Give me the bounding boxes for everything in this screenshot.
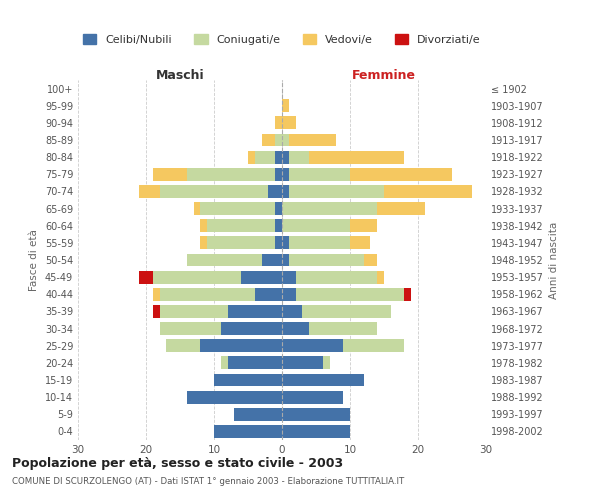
Bar <box>153 270 241 283</box>
Text: COMUNE DI SCURZOLENGO (AT) - Dati ISTAT 1° gennaio 2003 - Elaborazione TUTTITALI: COMUNE DI SCURZOLENGO (AT) - Dati ISTAT … <box>12 478 404 486</box>
Bar <box>275 220 282 232</box>
Bar <box>160 322 221 335</box>
Bar <box>221 356 227 370</box>
Bar <box>350 236 370 250</box>
Bar <box>187 168 275 180</box>
Bar <box>187 390 282 404</box>
Bar <box>207 236 275 250</box>
Bar <box>282 270 296 283</box>
Y-axis label: Fasce di età: Fasce di età <box>29 229 39 291</box>
Text: Popolazione per età, sesso e stato civile - 2003: Popolazione per età, sesso e stato civil… <box>12 458 343 470</box>
Bar <box>296 288 404 300</box>
Bar <box>227 305 282 318</box>
Bar <box>289 254 364 266</box>
Text: Maschi: Maschi <box>155 68 205 82</box>
Bar <box>275 116 282 130</box>
Bar <box>153 288 160 300</box>
Bar <box>275 236 282 250</box>
Bar <box>289 150 309 164</box>
Bar <box>323 356 329 370</box>
Bar <box>377 270 384 283</box>
Bar <box>289 185 384 198</box>
Bar <box>282 150 289 164</box>
Text: Femmine: Femmine <box>352 68 416 82</box>
Bar <box>160 288 255 300</box>
Bar <box>302 305 391 318</box>
Bar <box>187 254 262 266</box>
Bar <box>248 150 255 164</box>
Bar <box>350 220 377 232</box>
Bar <box>343 340 404 352</box>
Bar <box>221 322 282 335</box>
Bar <box>309 150 404 164</box>
Bar <box>139 185 160 198</box>
Bar <box>200 202 275 215</box>
Bar <box>384 185 472 198</box>
Bar <box>200 340 282 352</box>
Bar <box>364 254 377 266</box>
Bar <box>282 220 350 232</box>
Bar <box>166 340 200 352</box>
Bar <box>282 202 377 215</box>
Bar <box>275 150 282 164</box>
Bar <box>227 356 282 370</box>
Bar <box>214 425 282 438</box>
Bar <box>282 100 289 112</box>
Bar <box>275 134 282 146</box>
Bar <box>289 134 337 146</box>
Bar <box>153 305 160 318</box>
Bar <box>282 425 350 438</box>
Bar <box>282 185 289 198</box>
Bar <box>160 305 227 318</box>
Bar <box>255 288 282 300</box>
Bar <box>282 134 289 146</box>
Bar <box>282 390 343 404</box>
Bar <box>404 288 411 300</box>
Bar <box>289 168 350 180</box>
Bar <box>282 288 296 300</box>
Bar <box>268 185 282 198</box>
Legend: Celibi/Nubili, Coniugati/e, Vedovi/e, Divorziati/e: Celibi/Nubili, Coniugati/e, Vedovi/e, Di… <box>79 30 485 50</box>
Bar <box>282 254 289 266</box>
Bar <box>153 168 187 180</box>
Bar <box>282 236 289 250</box>
Bar <box>194 202 200 215</box>
Bar <box>282 168 289 180</box>
Bar <box>275 168 282 180</box>
Bar <box>200 220 207 232</box>
Bar <box>282 374 364 386</box>
Bar <box>282 116 296 130</box>
Bar <box>282 340 343 352</box>
Bar <box>262 134 275 146</box>
Bar <box>282 305 302 318</box>
Bar <box>282 322 309 335</box>
Bar <box>139 270 153 283</box>
Bar <box>262 254 282 266</box>
Bar <box>289 236 350 250</box>
Bar <box>282 408 350 420</box>
Bar <box>275 202 282 215</box>
Bar <box>309 322 377 335</box>
Bar <box>282 356 323 370</box>
Bar <box>296 270 377 283</box>
Bar <box>214 374 282 386</box>
Bar <box>241 270 282 283</box>
Bar <box>207 220 275 232</box>
Bar <box>255 150 275 164</box>
Y-axis label: Anni di nascita: Anni di nascita <box>549 222 559 298</box>
Bar <box>350 168 452 180</box>
Bar <box>377 202 425 215</box>
Bar <box>160 185 268 198</box>
Bar <box>235 408 282 420</box>
Bar <box>200 236 207 250</box>
